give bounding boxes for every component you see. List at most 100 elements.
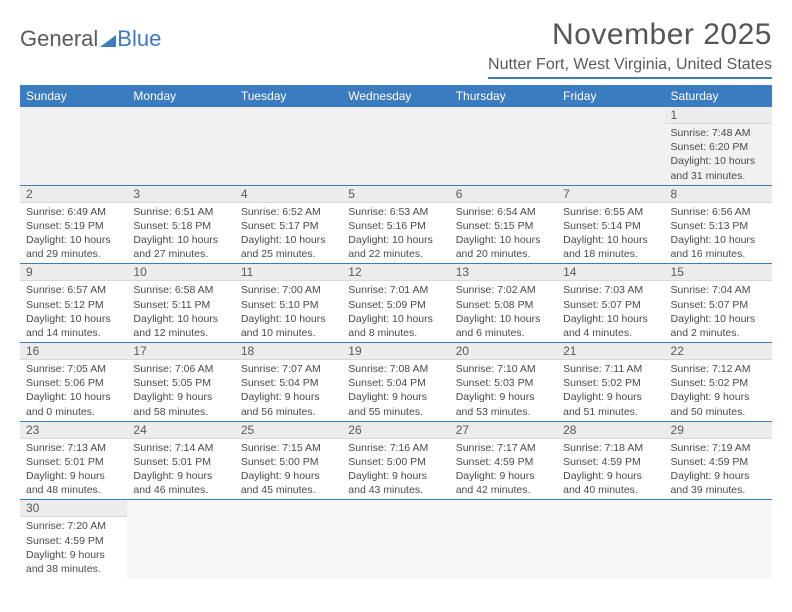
sunrise: Sunrise: 6:58 AM (133, 283, 228, 297)
sunset: Sunset: 4:59 PM (26, 534, 121, 548)
weekday-header: Thursday (450, 85, 557, 107)
sunrise: Sunrise: 7:19 AM (671, 441, 766, 455)
day-number: 13 (450, 264, 557, 281)
calendar-cell: 8Sunrise: 6:56 AMSunset: 5:13 PMDaylight… (665, 185, 772, 264)
sunrise: Sunrise: 6:52 AM (241, 205, 336, 219)
day-content: Sunrise: 7:12 AMSunset: 5:02 PMDaylight:… (665, 360, 772, 421)
sunset: Sunset: 5:08 PM (456, 298, 551, 312)
calendar-cell: 10Sunrise: 6:58 AMSunset: 5:11 PMDayligh… (127, 264, 234, 343)
sunset: Sunset: 5:13 PM (671, 219, 766, 233)
calendar-row: 1Sunrise: 7:48 AMSunset: 6:20 PMDaylight… (20, 107, 772, 185)
calendar-cell: 6Sunrise: 6:54 AMSunset: 5:15 PMDaylight… (450, 185, 557, 264)
day-number: 14 (557, 264, 664, 281)
day-number: 8 (665, 186, 772, 203)
daylight: Daylight: 9 hours and 39 minutes. (671, 469, 766, 497)
sunset: Sunset: 5:02 PM (563, 376, 658, 390)
day-content: Sunrise: 7:15 AMSunset: 5:00 PMDaylight:… (235, 439, 342, 500)
day-number: 9 (20, 264, 127, 281)
sunrise: Sunrise: 7:11 AM (563, 362, 658, 376)
day-content: Sunrise: 7:48 AMSunset: 6:20 PMDaylight:… (665, 124, 772, 185)
calendar-cell: 16Sunrise: 7:05 AMSunset: 5:06 PMDayligh… (20, 343, 127, 422)
day-content: Sunrise: 7:06 AMSunset: 5:05 PMDaylight:… (127, 360, 234, 421)
calendar-cell: 12Sunrise: 7:01 AMSunset: 5:09 PMDayligh… (342, 264, 449, 343)
day-number: 19 (342, 343, 449, 360)
calendar-cell (127, 500, 234, 578)
sunrise: Sunrise: 7:18 AM (563, 441, 658, 455)
daylight: Daylight: 9 hours and 53 minutes. (456, 390, 551, 418)
calendar-row: 30 Sunrise: 7:20 AMSunset: 4:59 PMDayligh… (20, 500, 772, 578)
sunrise: Sunrise: 7:12 AM (671, 362, 766, 376)
day-content: Sunrise: 6:57 AMSunset: 5:12 PMDaylight:… (20, 281, 127, 342)
sunrise: Sunrise: 7:02 AM (456, 283, 551, 297)
day-content: Sunrise: 7:13 AMSunset: 5:01 PMDaylight:… (20, 439, 127, 500)
daylight: Daylight: 10 hours and 18 minutes. (563, 233, 658, 261)
sunrise: Sunrise: 6:51 AM (133, 205, 228, 219)
daylight: Daylight: 10 hours and 25 minutes. (241, 233, 336, 261)
sunset: Sunset: 5:16 PM (348, 219, 443, 233)
sunrise: Sunrise: 7:13 AM (26, 441, 121, 455)
calendar-cell: 11Sunrise: 7:00 AMSunset: 5:10 PMDayligh… (235, 264, 342, 343)
logo-text-blue: Blue (117, 26, 161, 52)
daylight: Daylight: 9 hours and 55 minutes. (348, 390, 443, 418)
logo: General Blue (20, 18, 161, 52)
calendar-cell: 23Sunrise: 7:13 AMSunset: 5:01 PMDayligh… (20, 421, 127, 500)
calendar-cell (235, 107, 342, 185)
day-number: 17 (127, 343, 234, 360)
calendar-cell: 18Sunrise: 7:07 AMSunset: 5:04 PMDayligh… (235, 343, 342, 422)
day-number: 12 (342, 264, 449, 281)
day-number: 28 (557, 422, 664, 439)
sunrise: Sunrise: 7:14 AM (133, 441, 228, 455)
day-content: Sunrise: 7:03 AMSunset: 5:07 PMDaylight:… (557, 281, 664, 342)
daylight: Daylight: 9 hours and 42 minutes. (456, 469, 551, 497)
calendar-cell: 22Sunrise: 7:12 AMSunset: 5:02 PMDayligh… (665, 343, 772, 422)
sunrise: Sunrise: 7:07 AM (241, 362, 336, 376)
sunrise: Sunrise: 6:55 AM (563, 205, 658, 219)
daylight: Daylight: 10 hours and 16 minutes. (671, 233, 766, 261)
sunset: Sunset: 5:02 PM (671, 376, 766, 390)
day-number: 30 (20, 500, 127, 517)
daylight: Daylight: 10 hours and 12 minutes. (133, 312, 228, 340)
calendar-cell (557, 107, 664, 185)
day-number: 3 (127, 186, 234, 203)
calendar-cell (450, 107, 557, 185)
daylight: Daylight: 9 hours and 38 minutes. (26, 548, 121, 576)
sunset: Sunset: 5:00 PM (241, 455, 336, 469)
calendar-row: 9Sunrise: 6:57 AMSunset: 5:12 PMDaylight… (20, 264, 772, 343)
sunrise: Sunrise: 7:15 AM (241, 441, 336, 455)
sunset: Sunset: 5:04 PM (348, 376, 443, 390)
calendar-table: Sunday Monday Tuesday Wednesday Thursday… (20, 85, 772, 578)
daylight: Daylight: 9 hours and 45 minutes. (241, 469, 336, 497)
sunrise: Sunrise: 7:03 AM (563, 283, 658, 297)
weekday-header: Saturday (665, 85, 772, 107)
weekday-header-row: Sunday Monday Tuesday Wednesday Thursday… (20, 85, 772, 107)
sunset: Sunset: 5:14 PM (563, 219, 658, 233)
day-content: Sunrise: 7:08 AMSunset: 5:04 PMDaylight:… (342, 360, 449, 421)
day-content: Sunrise: 7:00 AMSunset: 5:10 PMDaylight:… (235, 281, 342, 342)
day-content: Sunrise: 6:58 AMSunset: 5:11 PMDaylight:… (127, 281, 234, 342)
day-number: 23 (20, 422, 127, 439)
daylight: Daylight: 10 hours and 8 minutes. (348, 312, 443, 340)
sunrise: Sunrise: 7:16 AM (348, 441, 443, 455)
calendar-row: 23Sunrise: 7:13 AMSunset: 5:01 PMDayligh… (20, 421, 772, 500)
day-number: 11 (235, 264, 342, 281)
day-number: 1 (665, 107, 772, 124)
sunset: Sunset: 5:03 PM (456, 376, 551, 390)
calendar-cell (20, 107, 127, 185)
sunrise: Sunrise: 7:20 AM (26, 519, 121, 533)
day-number: 27 (450, 422, 557, 439)
day-content: Sunrise: 6:55 AMSunset: 5:14 PMDaylight:… (557, 203, 664, 264)
calendar-cell: 2Sunrise: 6:49 AMSunset: 5:19 PMDaylight… (20, 185, 127, 264)
calendar-cell: 26Sunrise: 7:16 AMSunset: 5:00 PMDayligh… (342, 421, 449, 500)
daylight: Daylight: 9 hours and 50 minutes. (671, 390, 766, 418)
calendar-cell: 19Sunrise: 7:08 AMSunset: 5:04 PMDayligh… (342, 343, 449, 422)
calendar-cell: 27Sunrise: 7:17 AMSunset: 4:59 PMDayligh… (450, 421, 557, 500)
calendar-cell: 24Sunrise: 7:14 AMSunset: 5:01 PMDayligh… (127, 421, 234, 500)
sunset: Sunset: 4:59 PM (456, 455, 551, 469)
sunset: Sunset: 6:20 PM (671, 140, 766, 154)
calendar-cell: 7Sunrise: 6:55 AMSunset: 5:14 PMDaylight… (557, 185, 664, 264)
calendar-cell: 28Sunrise: 7:18 AMSunset: 4:59 PMDayligh… (557, 421, 664, 500)
day-content: Sunrise: 6:51 AMSunset: 5:18 PMDaylight:… (127, 203, 234, 264)
daylight: Daylight: 10 hours and 14 minutes. (26, 312, 121, 340)
sunset: Sunset: 5:09 PM (348, 298, 443, 312)
calendar-cell: 20Sunrise: 7:10 AMSunset: 5:03 PMDayligh… (450, 343, 557, 422)
